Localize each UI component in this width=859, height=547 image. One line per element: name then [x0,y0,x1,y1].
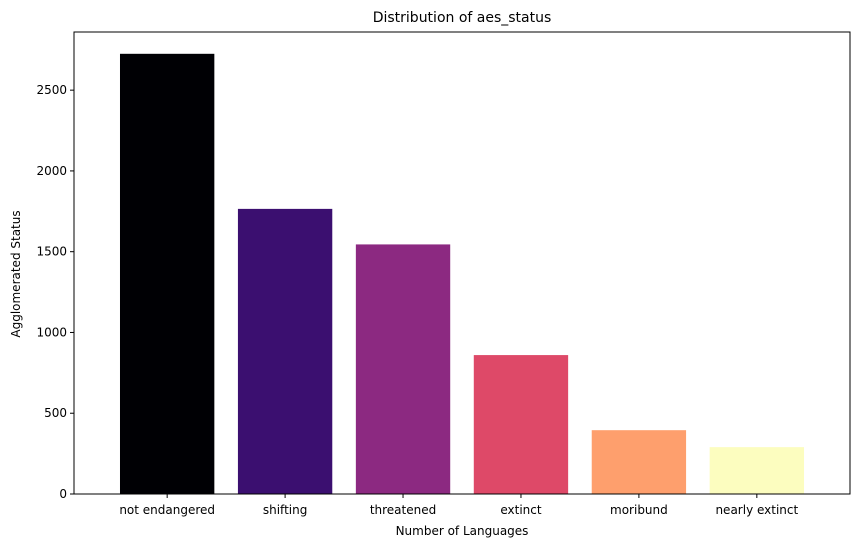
x-axis-label: Number of Languages [396,524,529,538]
plot-frame [73,31,851,495]
bar-extinct [473,355,569,494]
bar-threatened [355,244,451,494]
x-tick-label: nearly extinct [715,503,798,517]
y-axis: 0 500 1000 1500 2000 2500 [36,83,74,501]
y-tick-label: 1000 [36,325,67,339]
y-axis-label: Agglomerated Status [9,210,23,337]
bar-moribund [591,430,687,494]
y-tick-label: 2000 [36,164,67,178]
bar-not-endangered [119,53,215,495]
x-tick-label: shifting [263,503,307,517]
y-tick-label: 0 [59,487,67,501]
y-tick-label: 500 [44,406,67,420]
x-axis: not endangered shifting threatened extinct m… [119,494,798,517]
bars-layer [119,53,805,495]
bar-nearly-extinct [709,447,805,494]
y-tick-label: 1500 [36,245,67,259]
bar-shifting [237,208,333,494]
y-tick-label: 2500 [36,83,67,97]
x-tick-label: extinct [500,503,542,517]
chart-title: Distribution of aes_status [373,10,552,26]
x-tick-label: moribund [610,503,668,517]
x-tick-label: threatened [370,503,436,517]
x-tick-label: not endangered [119,503,215,517]
